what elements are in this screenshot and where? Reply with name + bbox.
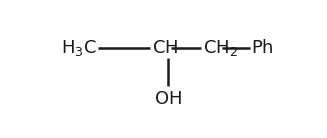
- Text: $\mathrm{OH}$: $\mathrm{OH}$: [154, 90, 181, 108]
- Text: $\mathrm{Ph}$: $\mathrm{Ph}$: [251, 39, 274, 57]
- Text: $\mathrm{CH}$: $\mathrm{CH}$: [152, 39, 179, 57]
- Text: $\mathrm{H_3C}$: $\mathrm{H_3C}$: [61, 39, 97, 58]
- Text: $\mathrm{CH_2}$: $\mathrm{CH_2}$: [203, 39, 238, 58]
